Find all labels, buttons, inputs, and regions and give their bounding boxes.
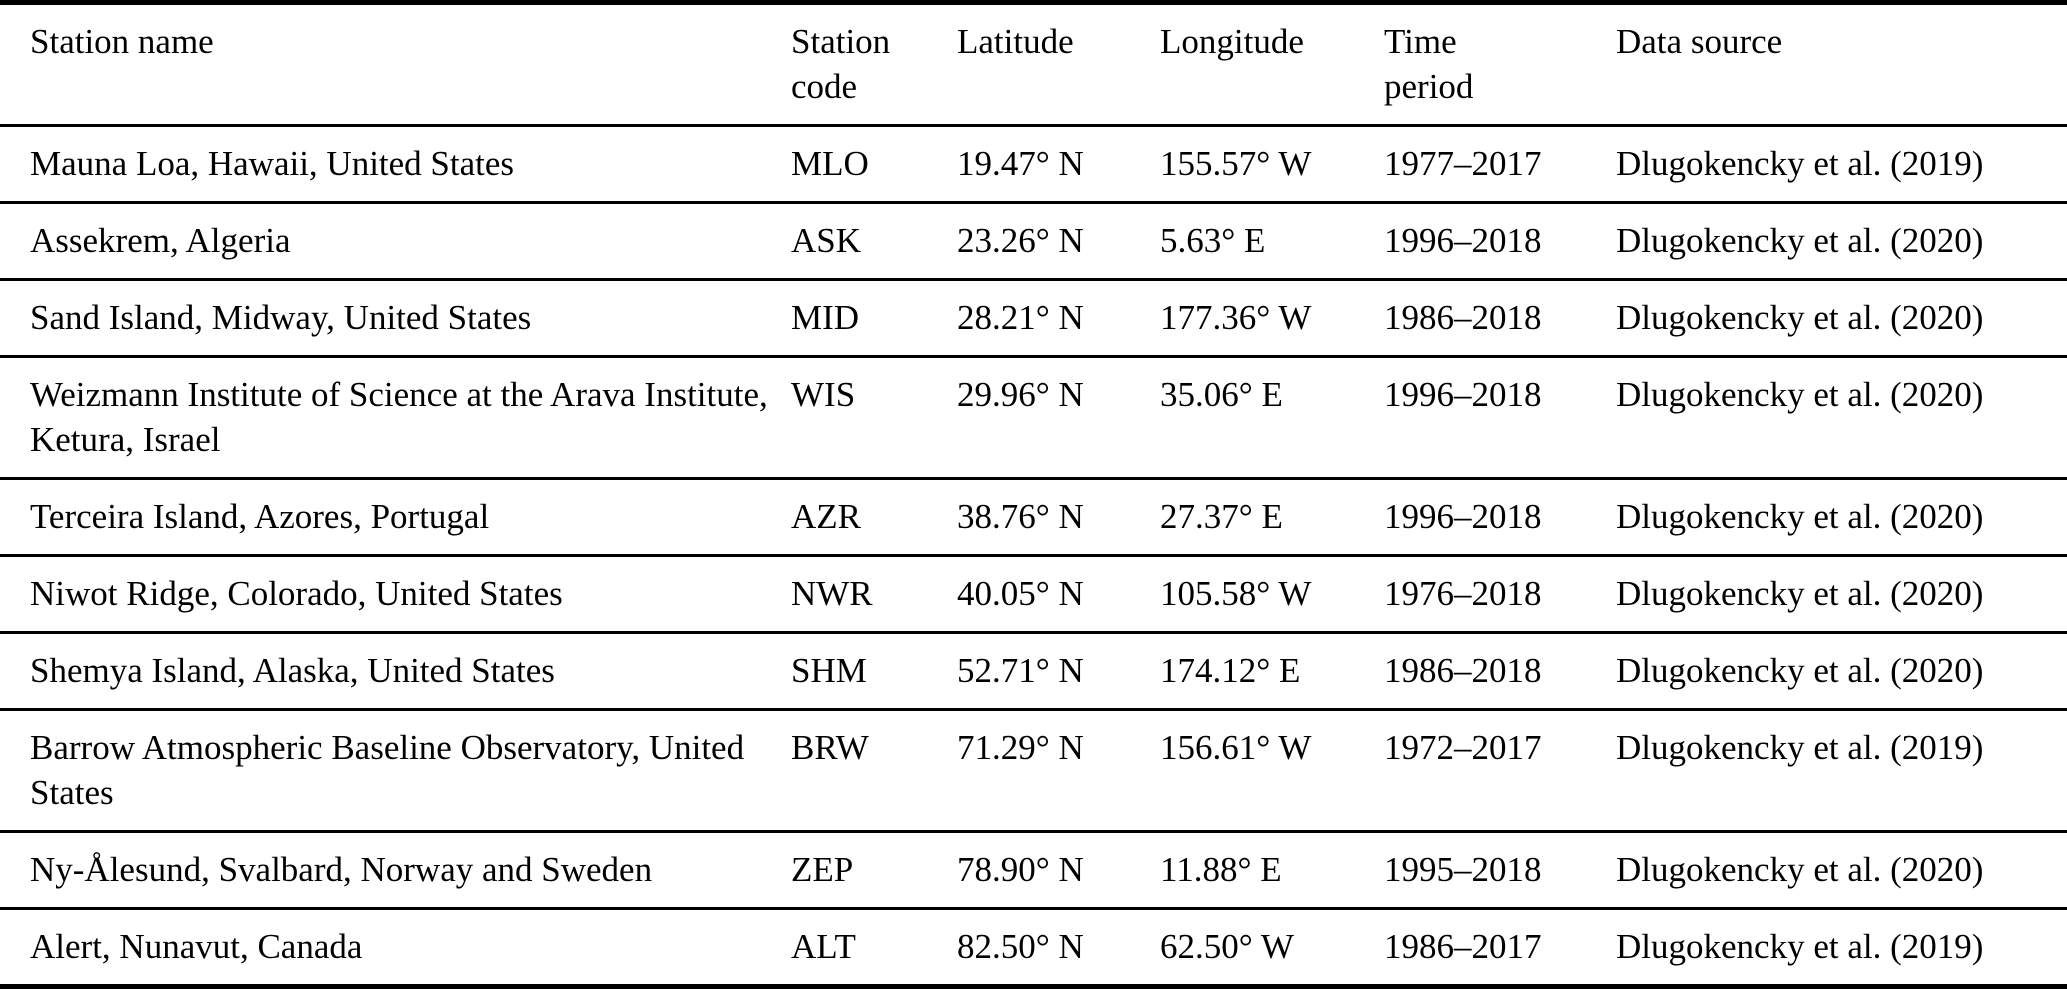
table-row: Ny-Ålesund, Svalbard, Norway and Sweden …: [0, 832, 2067, 909]
cell-data-source: Dlugokencky et al. (2019): [1616, 728, 1984, 767]
cell-latitude: 71.29° N: [957, 728, 1084, 767]
cell-station-code: BRW: [791, 728, 869, 767]
column-header-label: Time: [1384, 22, 1457, 61]
cell-longitude: 5.63° E: [1160, 221, 1266, 260]
table-row: Shemya Island, Alaska, United States SHM…: [0, 633, 2067, 710]
cell-time-period: 1996–2018: [1384, 497, 1542, 536]
cell-station-name: Shemya Island, Alaska, United States: [30, 651, 555, 690]
cell-longitude: 155.57° W: [1160, 144, 1312, 183]
table-row: Terceira Island, Azores, Portugal AZR 38…: [0, 479, 2067, 556]
cell-longitude: 156.61° W: [1160, 728, 1312, 767]
cell-station-code: MID: [791, 298, 860, 337]
cell-station-code: ASK: [791, 221, 862, 260]
column-header-label: Station name: [30, 22, 214, 61]
cell-station-name: Sand Island, Midway, United States: [30, 298, 532, 337]
cell-data-source: Dlugokencky et al. (2020): [1616, 574, 1984, 613]
cell-longitude: 27.37° E: [1160, 497, 1283, 536]
column-header-label-line2: code: [791, 67, 858, 106]
table-row: Sand Island, Midway, United States MID 2…: [0, 280, 2067, 357]
cell-latitude: 29.96° N: [957, 375, 1084, 414]
cell-station-name: Barrow Atmospheric Baseline Observatory,…: [30, 728, 745, 812]
cell-time-period: 1977–2017: [1384, 144, 1542, 183]
column-header-data-source: Data source: [1616, 3, 2067, 126]
cell-station-name: Niwot Ridge, Colorado, United States: [30, 574, 563, 613]
cell-data-source: Dlugokencky et al. (2020): [1616, 850, 1984, 889]
cell-latitude: 28.21° N: [957, 298, 1084, 337]
cell-longitude: 62.50° W: [1160, 927, 1294, 966]
cell-latitude: 52.71° N: [957, 651, 1084, 690]
cell-time-period: 1976–2018: [1384, 574, 1542, 613]
cell-data-source: Dlugokencky et al. (2020): [1616, 298, 1984, 337]
cell-data-source: Dlugokencky et al. (2020): [1616, 375, 1984, 414]
table-row: Assekrem, Algeria ASK 23.26° N 5.63° E 1…: [0, 203, 2067, 280]
cell-data-source: Dlugokencky et al. (2020): [1616, 497, 1984, 536]
cell-station-code: AZR: [791, 497, 861, 536]
column-header-station-name: Station name: [0, 3, 791, 126]
cell-station-code: WIS: [791, 375, 856, 414]
column-header-latitude: Latitude: [957, 3, 1160, 126]
cell-longitude: 174.12° E: [1160, 651, 1301, 690]
table-row: Mauna Loa, Hawaii, United States MLO 19.…: [0, 126, 2067, 203]
cell-latitude: 38.76° N: [957, 497, 1084, 536]
column-header-longitude: Longitude: [1160, 3, 1384, 126]
cell-longitude: 105.58° W: [1160, 574, 1312, 613]
cell-station-name: Mauna Loa, Hawaii, United States: [30, 144, 515, 183]
cell-station-name: Assekrem, Algeria: [30, 221, 291, 260]
cell-station-code: ALT: [791, 927, 856, 966]
header-row: Station name Station code Latitude Longit…: [0, 3, 2067, 126]
table-row: Niwot Ridge, Colorado, United States NWR…: [0, 556, 2067, 633]
cell-station-name: Alert, Nunavut, Canada: [30, 927, 363, 966]
table-row: Weizmann Institute of Science at the Ara…: [0, 357, 2067, 479]
cell-latitude: 78.90° N: [957, 850, 1084, 889]
column-header-label: Longitude: [1160, 22, 1304, 61]
cell-longitude: 177.36° W: [1160, 298, 1312, 337]
cell-station-code: NWR: [791, 574, 873, 613]
table-row: Alert, Nunavut, Canada ALT 82.50° N 62.5…: [0, 909, 2067, 987]
cell-time-period: 1996–2018: [1384, 375, 1542, 414]
column-header-label-line2: period: [1384, 67, 1474, 106]
cell-time-period: 1986–2017: [1384, 927, 1542, 966]
cell-longitude: 35.06° E: [1160, 375, 1283, 414]
cell-data-source: Dlugokencky et al. (2020): [1616, 221, 1984, 260]
cell-latitude: 19.47° N: [957, 144, 1084, 183]
column-header-label: Latitude: [957, 22, 1074, 61]
cell-time-period: 1996–2018: [1384, 221, 1542, 260]
table-body: Mauna Loa, Hawaii, United States MLO 19.…: [0, 126, 2067, 987]
column-header-label: Station: [791, 22, 891, 61]
cell-station-name: Terceira Island, Azores, Portugal: [30, 497, 490, 536]
cell-time-period: 1995–2018: [1384, 850, 1542, 889]
cell-time-period: 1986–2018: [1384, 651, 1542, 690]
cell-time-period: 1986–2018: [1384, 298, 1542, 337]
cell-data-source: Dlugokencky et al. (2019): [1616, 927, 1984, 966]
column-header-time-period: Time period: [1384, 3, 1616, 126]
cell-data-source: Dlugokencky et al. (2020): [1616, 651, 1984, 690]
cell-station-name: Weizmann Institute of Science at the Ara…: [30, 375, 768, 459]
cell-time-period: 1972–2017: [1384, 728, 1542, 767]
cell-latitude: 82.50° N: [957, 927, 1084, 966]
cell-station-code: SHM: [791, 651, 867, 690]
cell-station-code: ZEP: [791, 850, 854, 889]
column-header-station-code: Station code: [791, 3, 957, 126]
cell-station-code: MLO: [791, 144, 869, 183]
table-header: Station name Station code Latitude Longit…: [0, 3, 2067, 126]
cell-longitude: 11.88° E: [1160, 850, 1282, 889]
cell-latitude: 40.05° N: [957, 574, 1084, 613]
table-row: Barrow Atmospheric Baseline Observatory,…: [0, 710, 2067, 832]
cell-latitude: 23.26° N: [957, 221, 1084, 260]
column-header-label: Data source: [1616, 22, 1783, 61]
cell-data-source: Dlugokencky et al. (2019): [1616, 144, 1984, 183]
cell-station-name: Ny-Ålesund, Svalbard, Norway and Sweden: [30, 850, 653, 889]
